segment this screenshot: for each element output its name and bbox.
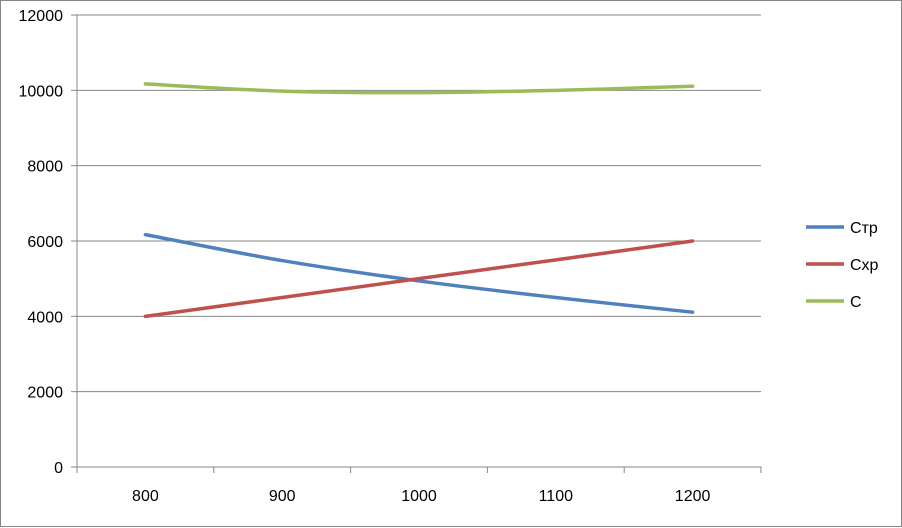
y-tick-label: 12000 [19,8,64,25]
y-tick-label: 10000 [19,83,64,100]
y-tick-label: 8000 [27,159,63,176]
legend-label-2: С [850,294,862,311]
legend-label-1: Схр [850,257,879,274]
legend-label-0: Стр [850,220,878,237]
x-tick-label: 1200 [675,488,711,505]
y-tick-label: 6000 [27,234,63,251]
legend: Стр Схр С [806,220,879,311]
gridlines [77,14,761,393]
y-tick-label: 2000 [27,385,63,402]
x-tick-label: 900 [269,488,296,505]
series-line-0 [143,232,695,314]
series-lines [143,82,695,319]
series-line-2 [143,82,695,95]
x-tick-label: 1100 [539,488,574,505]
x-tick-label: 1000 [401,488,437,505]
axes: 0 2000 4000 6000 8000 10000 12000 800 900 1000 110… [19,8,762,505]
y-tick-label: 4000 [27,309,63,326]
x-tick-label: 800 [132,488,159,505]
y-tick-label: 0 [54,460,63,477]
series-line-1 [143,239,695,319]
